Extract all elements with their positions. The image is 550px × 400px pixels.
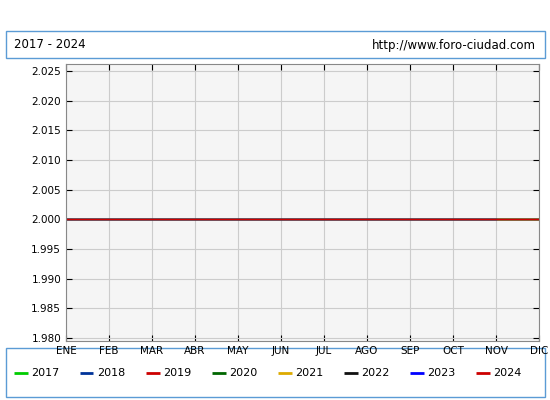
Text: 2021: 2021 [295, 368, 323, 378]
Text: Evolucion num de emigrantes en Aldealafuente: Evolucion num de emigrantes en Aldealafu… [72, 8, 478, 22]
Text: 2017: 2017 [31, 368, 59, 378]
Text: 2024: 2024 [493, 368, 521, 378]
FancyBboxPatch shape [6, 32, 544, 58]
Text: 2017 - 2024: 2017 - 2024 [14, 38, 85, 52]
FancyBboxPatch shape [6, 348, 544, 397]
Text: 2023: 2023 [427, 368, 455, 378]
Text: http://www.foro-ciudad.com: http://www.foro-ciudad.com [372, 38, 536, 52]
Text: 2020: 2020 [229, 368, 257, 378]
Text: 2022: 2022 [361, 368, 389, 378]
Text: 2018: 2018 [97, 368, 125, 378]
Text: 2019: 2019 [163, 368, 191, 378]
